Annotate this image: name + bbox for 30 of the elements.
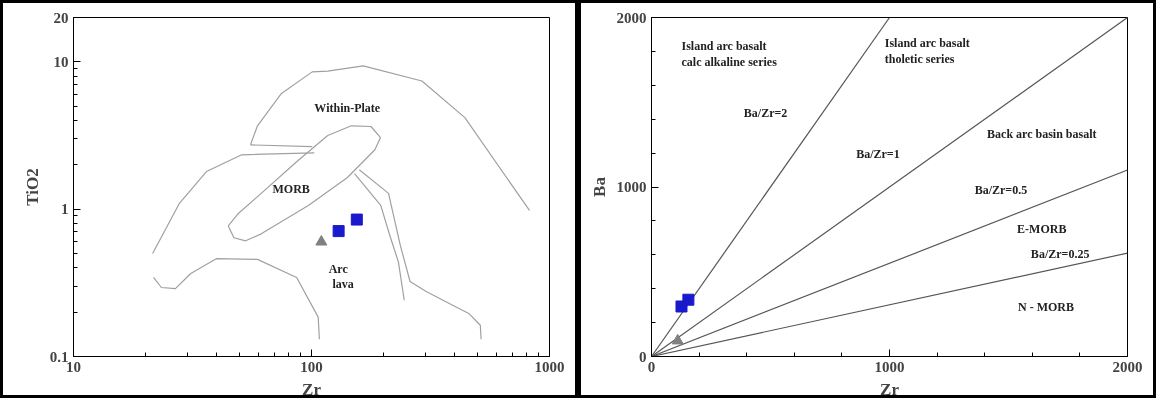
y-tick-label: 1 xyxy=(61,201,69,218)
annotation: lava xyxy=(332,277,354,292)
annotation: MORB xyxy=(272,182,310,197)
annotation: Ba/Zr=1 xyxy=(856,147,900,162)
y-tick-label: 1000 xyxy=(616,179,647,195)
annotation: Within-Plate xyxy=(314,100,381,115)
annotation: E-MORB xyxy=(1017,221,1067,236)
annotation: Island arc basalt xyxy=(681,38,767,53)
x-tick-label: 100 xyxy=(300,358,323,375)
annotation: Ba/Zr=0.5 xyxy=(974,182,1028,197)
x-tick-label: 1000 xyxy=(534,358,565,375)
annotation: tholetic series xyxy=(884,51,955,66)
annotation: Ba/Zr=0.25 xyxy=(1030,246,1090,261)
x-tick-label: 2000 xyxy=(1112,358,1143,375)
y-axis-title: TiO2 xyxy=(22,168,42,206)
x-tick-label: 1000 xyxy=(874,358,905,375)
annotation: calc alkaline series xyxy=(681,54,778,69)
annotation: Arc xyxy=(328,262,349,277)
y-tick-label: 2000 xyxy=(616,9,647,26)
annotation: Island arc basalt xyxy=(884,36,970,51)
y-axis-title: Ba xyxy=(589,176,609,197)
annotation: Ba/Zr=2 xyxy=(743,106,788,121)
x-axis-title: Zr xyxy=(880,379,900,399)
y-tick-label: 20 xyxy=(53,9,69,26)
annotation: N - MORB xyxy=(1018,300,1075,315)
annotation: Back arc basin basalt xyxy=(987,127,1097,142)
y-tick-label: 0.1 xyxy=(49,348,69,365)
y-tick-label: 10 xyxy=(53,53,69,70)
x-tick-label: 10 xyxy=(66,358,81,375)
x-axis-title: Zr xyxy=(302,379,322,399)
